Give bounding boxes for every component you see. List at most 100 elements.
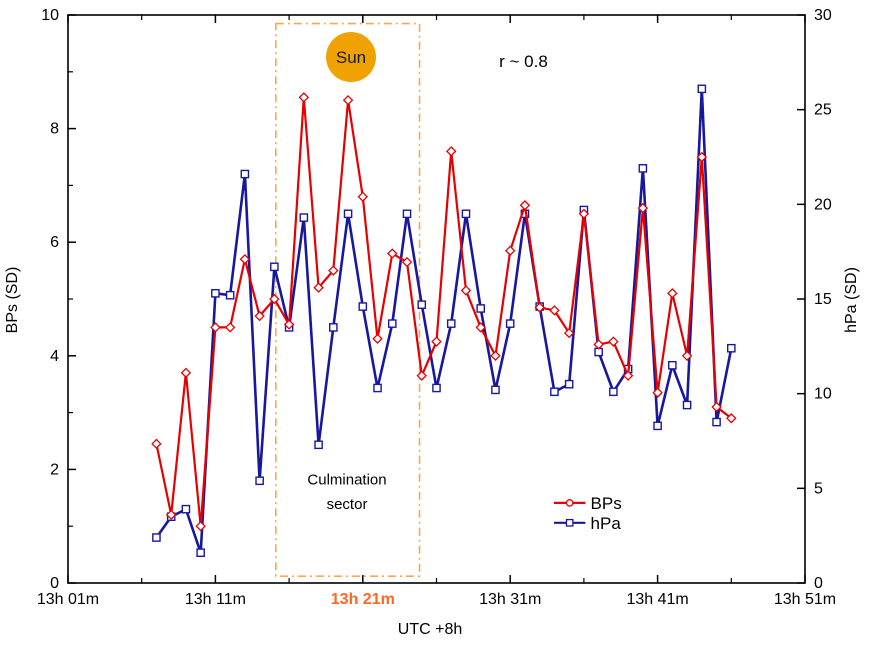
marker-square bbox=[682, 400, 692, 410]
marker-diamond bbox=[711, 401, 722, 413]
marker-diamond bbox=[283, 319, 295, 330]
y-left-axis-title: BPs (SD) bbox=[4, 267, 21, 334]
marker-diamond bbox=[254, 310, 265, 322]
marker-square bbox=[417, 300, 427, 309]
marker-diamond bbox=[401, 256, 413, 268]
y-right-axis-title: hPa (SD) bbox=[843, 267, 860, 333]
marker-diamond bbox=[357, 191, 369, 202]
marker-diamond bbox=[504, 245, 516, 256]
marker-diamond bbox=[578, 208, 590, 220]
marker-square bbox=[697, 84, 707, 94]
legend-label-bps: BPs bbox=[591, 494, 622, 513]
x-tick-label: 13h 41m bbox=[626, 591, 688, 608]
sun-annotation: Sun bbox=[326, 32, 377, 83]
marker-diamond bbox=[387, 248, 398, 259]
marker-square bbox=[491, 385, 500, 395]
marker-diamond bbox=[563, 327, 575, 339]
marker-diamond bbox=[490, 350, 501, 362]
marker-square bbox=[727, 343, 736, 353]
marker-square bbox=[358, 302, 368, 311]
plot-frame bbox=[67, 14, 806, 584]
y-left-tick-label: 4 bbox=[50, 348, 59, 365]
culmination-sector-label: Culmination sector bbox=[307, 472, 386, 513]
marker-diamond bbox=[239, 254, 251, 265]
marker-square bbox=[181, 504, 191, 514]
axis-ticks-and-tick-labels: 0 2 4 6 8 10 0 5 10 15 20 25 30 13h 01m 13h 11m 13h 21m… bbox=[37, 7, 836, 608]
y-left-tick-label: 8 bbox=[50, 121, 59, 138]
marker-diamond bbox=[298, 92, 310, 103]
marker-square bbox=[211, 289, 220, 298]
y-right-tick-label: 25 bbox=[814, 102, 832, 119]
marker-diamond bbox=[151, 438, 162, 450]
marker-diamond bbox=[460, 285, 472, 296]
marker-square bbox=[476, 304, 486, 313]
culmination-label-line1: Culmination bbox=[307, 472, 386, 489]
marker-square bbox=[255, 476, 264, 486]
y-right-tick-label: 0 bbox=[814, 575, 823, 592]
sun-label: Sun bbox=[336, 48, 366, 67]
marker-square bbox=[564, 379, 574, 389]
x-tick-label: 13h 51m bbox=[774, 591, 836, 608]
marker-square bbox=[270, 262, 279, 272]
marker-diamond bbox=[519, 200, 531, 211]
y-right-tick-label: 15 bbox=[814, 291, 832, 308]
marker-square bbox=[240, 169, 250, 179]
marker-diamond bbox=[328, 265, 339, 276]
sun-icon bbox=[326, 32, 377, 83]
marker-diamond bbox=[681, 350, 693, 362]
marker-square bbox=[314, 440, 323, 450]
marker-square bbox=[638, 164, 648, 173]
x-tick-label: 13h 11m bbox=[185, 591, 246, 608]
x-tick-label: 13h 21m bbox=[331, 591, 395, 608]
marker-square bbox=[402, 209, 412, 219]
marker-diamond bbox=[210, 322, 221, 333]
marker-square bbox=[653, 421, 662, 431]
x-tick-label: 13h 31m bbox=[479, 591, 541, 608]
correlation-label: r ~ 0.8 bbox=[499, 52, 548, 71]
legend-marker-square bbox=[565, 518, 574, 527]
plot-border bbox=[67, 14, 806, 584]
marker-square bbox=[668, 360, 677, 370]
series-line-bps bbox=[155, 97, 732, 527]
y-left-tick-label: 2 bbox=[50, 461, 59, 478]
marker-square bbox=[505, 319, 515, 328]
marker-diamond bbox=[165, 509, 177, 521]
marker-diamond bbox=[534, 302, 545, 313]
y-right-tick-label: 20 bbox=[814, 196, 832, 213]
marker-diamond bbox=[180, 367, 192, 379]
marker-diamond bbox=[593, 339, 604, 350]
marker-square bbox=[712, 417, 721, 427]
marker-diamond bbox=[372, 333, 383, 344]
marker-diamond bbox=[726, 413, 737, 424]
y-left-tick-label: 6 bbox=[50, 234, 59, 251]
marker-diamond bbox=[608, 336, 619, 347]
x-axis-title: UTC +8h bbox=[398, 621, 462, 638]
marker-square bbox=[432, 383, 441, 393]
marker-square bbox=[299, 213, 309, 222]
y-right-tick-label: 5 bbox=[814, 480, 823, 497]
marker-diamond bbox=[475, 322, 486, 333]
marker-square bbox=[550, 387, 559, 397]
marker-diamond bbox=[269, 293, 280, 305]
marker-square bbox=[152, 533, 161, 542]
marker-diamond bbox=[637, 202, 649, 214]
marker-diamond bbox=[416, 370, 427, 381]
series-line-hpa bbox=[155, 88, 733, 554]
marker-diamond bbox=[696, 151, 708, 163]
y-right-tick-label: 30 bbox=[814, 7, 832, 24]
marker-square bbox=[343, 209, 353, 219]
series-hpa bbox=[152, 84, 736, 558]
marker-square bbox=[196, 548, 205, 558]
marker-diamond bbox=[622, 370, 634, 381]
y-left-tick-label: 0 bbox=[50, 575, 59, 592]
data-series bbox=[151, 84, 737, 558]
axis-titles: BPs (SD) hPa (SD) UTC +8h bbox=[4, 267, 860, 638]
legend-label-hpa: hPa bbox=[591, 514, 622, 533]
marker-diamond bbox=[667, 288, 678, 299]
culmination-label-line2: sector bbox=[327, 496, 368, 513]
x-tick-label: 13h 01m bbox=[37, 591, 99, 608]
marker-diamond bbox=[342, 94, 354, 106]
